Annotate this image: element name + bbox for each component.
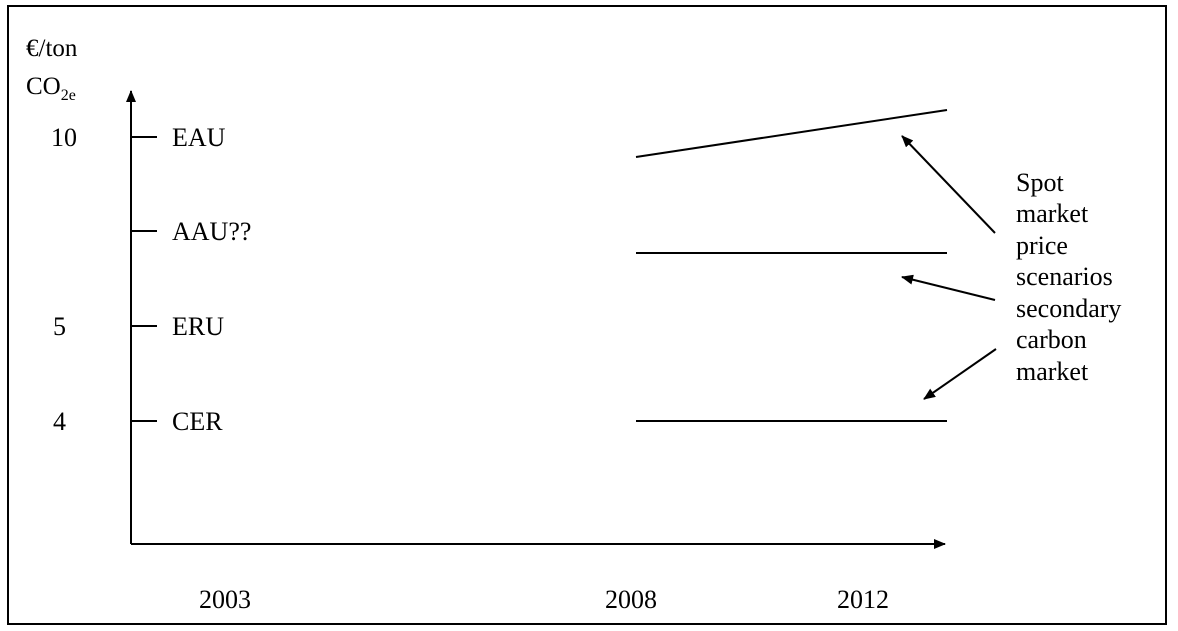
instrument-label-eau: EAU <box>172 123 226 152</box>
instrument-label-eru: ERU <box>172 312 224 341</box>
annotation-line-5: secondary <box>1016 294 1121 323</box>
instrument-label-cer: CER <box>172 407 223 436</box>
x-tick-label-2012: 2012 <box>837 585 889 614</box>
y-tick-label-10: 10 <box>51 123 77 152</box>
x-tick-label-2008: 2008 <box>605 585 657 614</box>
annotation-line-3: price <box>1016 231 1068 260</box>
y-tick-label-5: 5 <box>53 312 66 341</box>
y-tick-label-4: 4 <box>53 407 66 436</box>
annotation-line-6: carbon <box>1016 325 1087 354</box>
annotation-arrow-low <box>923 348 997 400</box>
annotation-arrow-mid <box>901 274 996 301</box>
diagram-frame <box>7 5 1167 625</box>
x-tick-label-2003: 2003 <box>199 585 251 614</box>
y-axis-unit-line2: CO2e <box>26 73 76 104</box>
annotation-line-2: market <box>1016 199 1089 228</box>
scenario-line-rising <box>635 109 948 158</box>
annotation-line-1: Spot <box>1016 168 1064 197</box>
instrument-label-aau: AAU?? <box>172 217 251 246</box>
annotation-line-7: market <box>1016 357 1089 386</box>
annotation-arrow-rising <box>901 135 996 234</box>
y-axis-unit-line1: €/ton <box>26 35 78 62</box>
annotation-line-4: scenarios <box>1016 262 1113 291</box>
